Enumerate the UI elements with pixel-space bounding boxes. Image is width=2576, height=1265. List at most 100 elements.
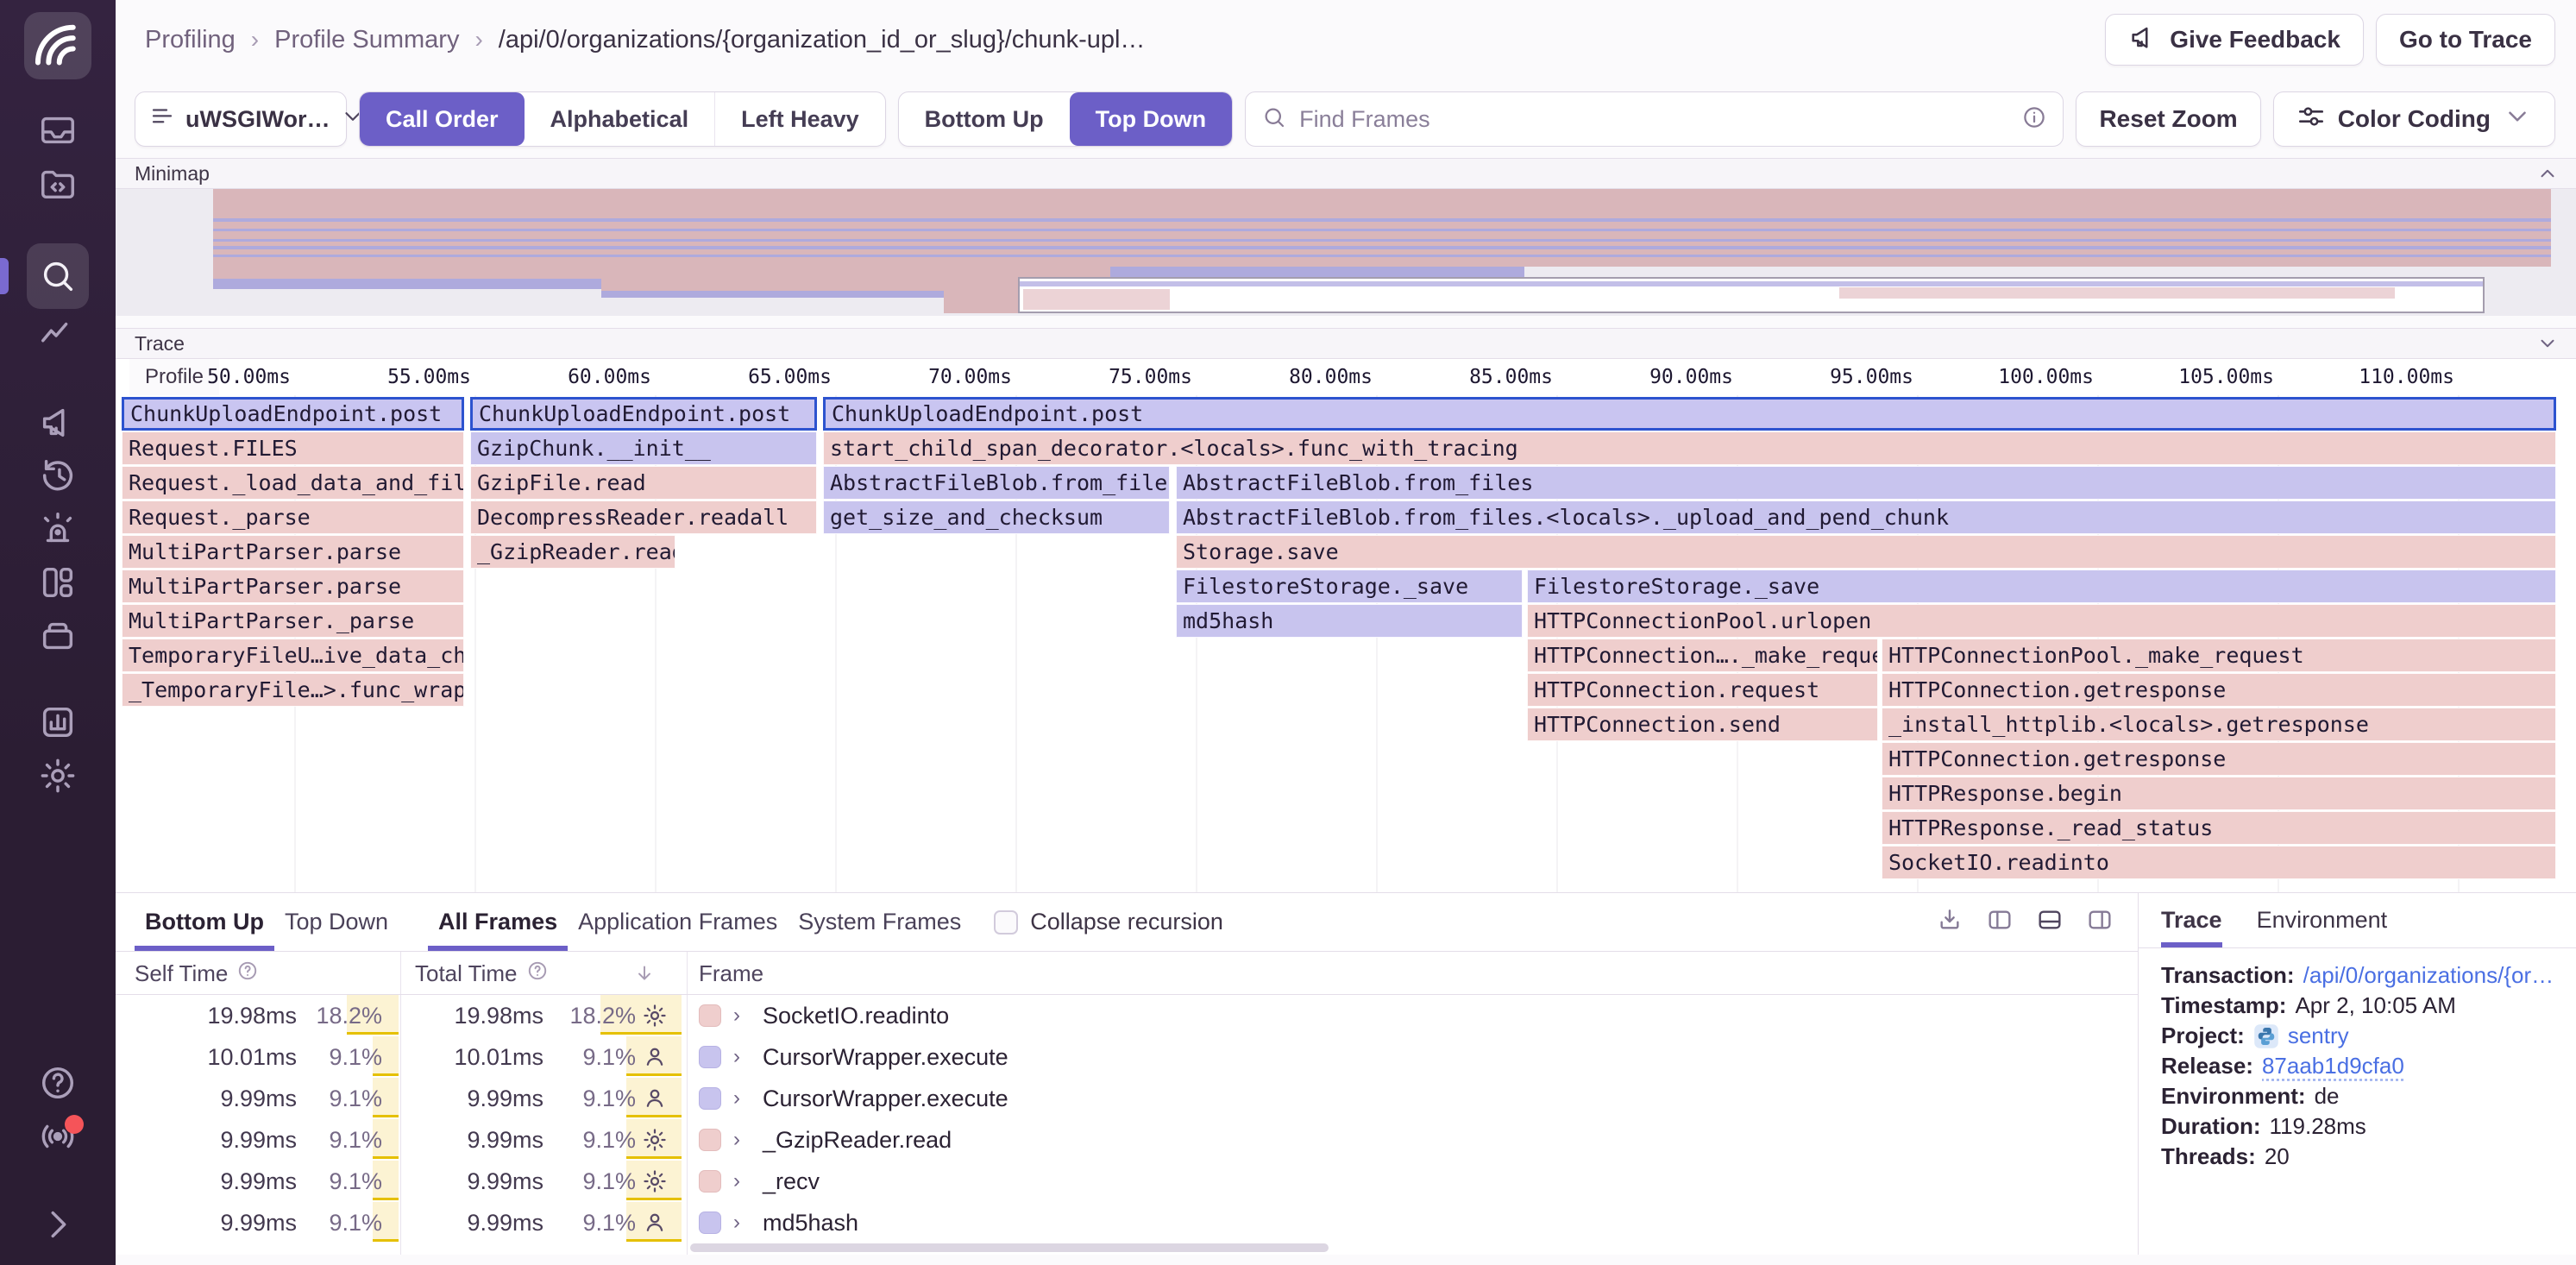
flamegraph-frame[interactable]: HTTPConnectionPool._make_request (1882, 639, 2556, 672)
sort-option-call-order[interactable]: Call Order (360, 92, 525, 146)
scope-tab-application-frames[interactable]: Application Frames (578, 909, 778, 935)
flamegraph-frame[interactable]: HTTPResponse.begin (1882, 777, 2556, 810)
field-value[interactable]: /api/0/organizations/{organ… (2303, 962, 2560, 988)
sidebar-item-insights[interactable] (27, 556, 89, 609)
go-to-trace-button[interactable]: Go to Trace (2375, 14, 2555, 66)
horizontal-scrollbar[interactable] (690, 1243, 1329, 1252)
table-row[interactable]: 9.99ms 9.1% 9.99ms 9.1% › _GzipReader.read (116, 1119, 2138, 1161)
expand-chevron-icon[interactable]: › (733, 1086, 740, 1110)
search-input[interactable] (1299, 105, 2010, 133)
flamegraph-frame[interactable]: SocketIO.readinto (1882, 846, 2556, 879)
sort-descending-icon[interactable] (633, 952, 656, 995)
sort-option-left-heavy[interactable]: Left Heavy (714, 92, 885, 146)
sort-option-alphabetical[interactable]: Alphabetical (550, 105, 689, 132)
flamegraph-frame[interactable]: ChunkUploadEndpoint.post (823, 397, 2556, 431)
table-row[interactable]: 9.99ms 9.1% 9.99ms 9.1% › _recv (116, 1161, 2138, 1202)
table-row[interactable]: 19.98ms 18.2% 19.98ms 18.2% › SocketIO.readin… (116, 995, 2138, 1036)
flamegraph-frame[interactable]: Request._parse (122, 500, 464, 534)
sidebar-item-boards[interactable] (27, 609, 89, 663)
flamegraph-frame[interactable]: Request.FILES (122, 431, 464, 465)
sidebar-item-issues[interactable] (27, 104, 89, 157)
sidebar-item-releases[interactable] (27, 449, 89, 502)
table-row[interactable]: 10.01ms 9.1% 10.01ms 9.1% › CursorWrapper.exe… (116, 1036, 2138, 1078)
layout-left-icon[interactable] (1986, 906, 2014, 938)
total-time-header[interactable]: Total Time (415, 952, 549, 995)
expand-chevron-icon[interactable]: › (733, 1045, 740, 1068)
sidebar-item-collapse-sidebar[interactable] (27, 1198, 89, 1251)
flamegraph-frame[interactable]: HTTPConnection.getresponse (1882, 673, 2556, 707)
sidebar-item-projects[interactable] (27, 157, 89, 211)
direction-option-top-down[interactable]: Top Down (1069, 92, 1233, 146)
flamegraph-frame[interactable]: _GzipReader.read (470, 535, 675, 569)
flamegraph-frame[interactable]: HTTPConnection.getresponse (1882, 742, 2556, 776)
self-time-header[interactable]: Self Time (135, 952, 259, 995)
flamegraph-frame[interactable]: DecompressReader.readall (470, 500, 817, 534)
flamegraph-frame[interactable]: FilestoreStorage._save (1176, 570, 1523, 603)
table-row[interactable]: 9.99ms 9.1% 9.99ms 9.1% › md5hash (116, 1202, 2138, 1243)
flamegraph-frame[interactable]: HTTPConnectionPool.urlopen (1527, 604, 2556, 638)
breadcrumb-item[interactable]: Profiling (145, 25, 236, 53)
flamegraph-frame[interactable]: Storage.save (1176, 535, 2556, 569)
download-icon[interactable] (1936, 906, 1963, 938)
layout-bottom-icon[interactable] (2036, 906, 2064, 938)
help-icon[interactable] (526, 960, 549, 988)
flamegraph-frame[interactable]: HTTPConnection.request (1527, 673, 1878, 707)
flamegraph-frame[interactable]: GzipFile.read (470, 466, 817, 500)
sidebar-item-service-updates[interactable] (27, 1110, 89, 1163)
sidebar-item-help[interactable] (27, 1056, 89, 1110)
flamegraph-frame[interactable]: start_child_span_decorator.<locals>.func… (823, 431, 2556, 465)
help-icon[interactable] (236, 960, 259, 988)
table-row[interactable]: 9.99ms 9.1% 9.99ms 9.1% › CursorWrapper.execu… (116, 1078, 2138, 1119)
flamegraph[interactable]: ChunkUploadEndpoint.post ChunkUploadEndpo… (116, 395, 2576, 892)
scope-tab-system-frames[interactable]: System Frames (798, 909, 962, 935)
field-value[interactable]: sentry (2287, 1023, 2349, 1048)
flamegraph-frame[interactable]: get_size_and_checksum (823, 500, 1170, 534)
details-tab-environment[interactable]: Environment (2256, 907, 2388, 933)
sidebar-item-feedback[interactable] (27, 395, 89, 449)
scope-tab-all-frames[interactable]: All Frames (428, 893, 568, 951)
sentry-logo[interactable] (24, 12, 91, 79)
find-frames-search[interactable] (1245, 91, 2064, 147)
minimap-viewport[interactable] (1018, 277, 2485, 313)
view-tab-bottom-up[interactable]: Bottom Up (135, 893, 274, 951)
flamegraph-frame[interactable]: _TemporaryFile…>.func_wrapper (122, 673, 464, 707)
flamegraph-frame[interactable]: FilestoreStorage._save (1527, 570, 2556, 603)
flamegraph-frame[interactable]: TemporaryFileU…ive_data_chunk (122, 639, 464, 672)
flamegraph-frame[interactable]: AbstractFileBlob.from_files.<locals>._up… (1176, 500, 2556, 534)
give-feedback-button[interactable]: Give Feedback (2105, 14, 2364, 66)
flamegraph-frame[interactable]: ChunkUploadEndpoint.post (470, 397, 817, 431)
flamegraph-frame[interactable]: Request._load_data_and_files (122, 466, 464, 500)
reset-zoom-button[interactable]: Reset Zoom (2076, 91, 2261, 147)
color-coding-button[interactable]: Color Coding (2272, 91, 2555, 147)
sidebar-item-dashboards[interactable] (27, 309, 89, 362)
expand-chevron-icon[interactable]: › (733, 1211, 740, 1234)
sidebar-item-stats[interactable] (27, 695, 89, 749)
chevron-up-icon[interactable] (2536, 162, 2559, 185)
expand-chevron-icon[interactable]: › (733, 1004, 740, 1027)
sidebar-item-alerts[interactable] (27, 502, 89, 556)
flamegraph-frame[interactable]: GzipChunk.__init__ (470, 431, 817, 465)
view-tab-top-down[interactable]: Top Down (284, 909, 389, 935)
flamegraph-frame[interactable]: MultiPartParser._parse (122, 604, 464, 638)
info-icon[interactable] (2021, 104, 2047, 135)
expand-chevron-icon[interactable]: › (733, 1169, 740, 1193)
direction-option-bottom-up[interactable]: Bottom Up (924, 105, 1044, 132)
sidebar-item-settings[interactable] (27, 749, 89, 802)
flamegraph-frame[interactable]: AbstractFileBlob.from_files (1176, 466, 2556, 500)
collapse-recursion-checkbox[interactable] (994, 909, 1019, 935)
flamegraph-frame[interactable]: md5hash (1176, 604, 1523, 638)
flamegraph-frame[interactable]: _install_httplib.<locals>.getresponse (1882, 708, 2556, 741)
flamegraph-frame[interactable]: HTTPConnection…._make_request (1527, 639, 1878, 672)
flamegraph-frame[interactable]: MultiPartParser.parse (122, 570, 464, 603)
sidebar-item-explore[interactable] (0, 243, 89, 309)
minimap[interactable] (116, 189, 2576, 316)
flamegraph-frame[interactable]: ChunkUploadEndpoint.post (122, 397, 464, 431)
expand-chevron-icon[interactable]: › (733, 1128, 740, 1151)
flamegraph-frame[interactable]: AbstractFileBlob.from_files (823, 466, 1170, 500)
breadcrumb-item[interactable]: Profile Summary (274, 25, 460, 53)
layout-right-icon[interactable] (2086, 906, 2114, 938)
chevron-down-icon[interactable] (2536, 332, 2559, 355)
field-value[interactable]: 87aab1d9cfa0 (2261, 1053, 2404, 1079)
frame-header[interactable]: Frame (699, 960, 764, 986)
flamegraph-frame[interactable]: MultiPartParser.parse (122, 535, 464, 569)
